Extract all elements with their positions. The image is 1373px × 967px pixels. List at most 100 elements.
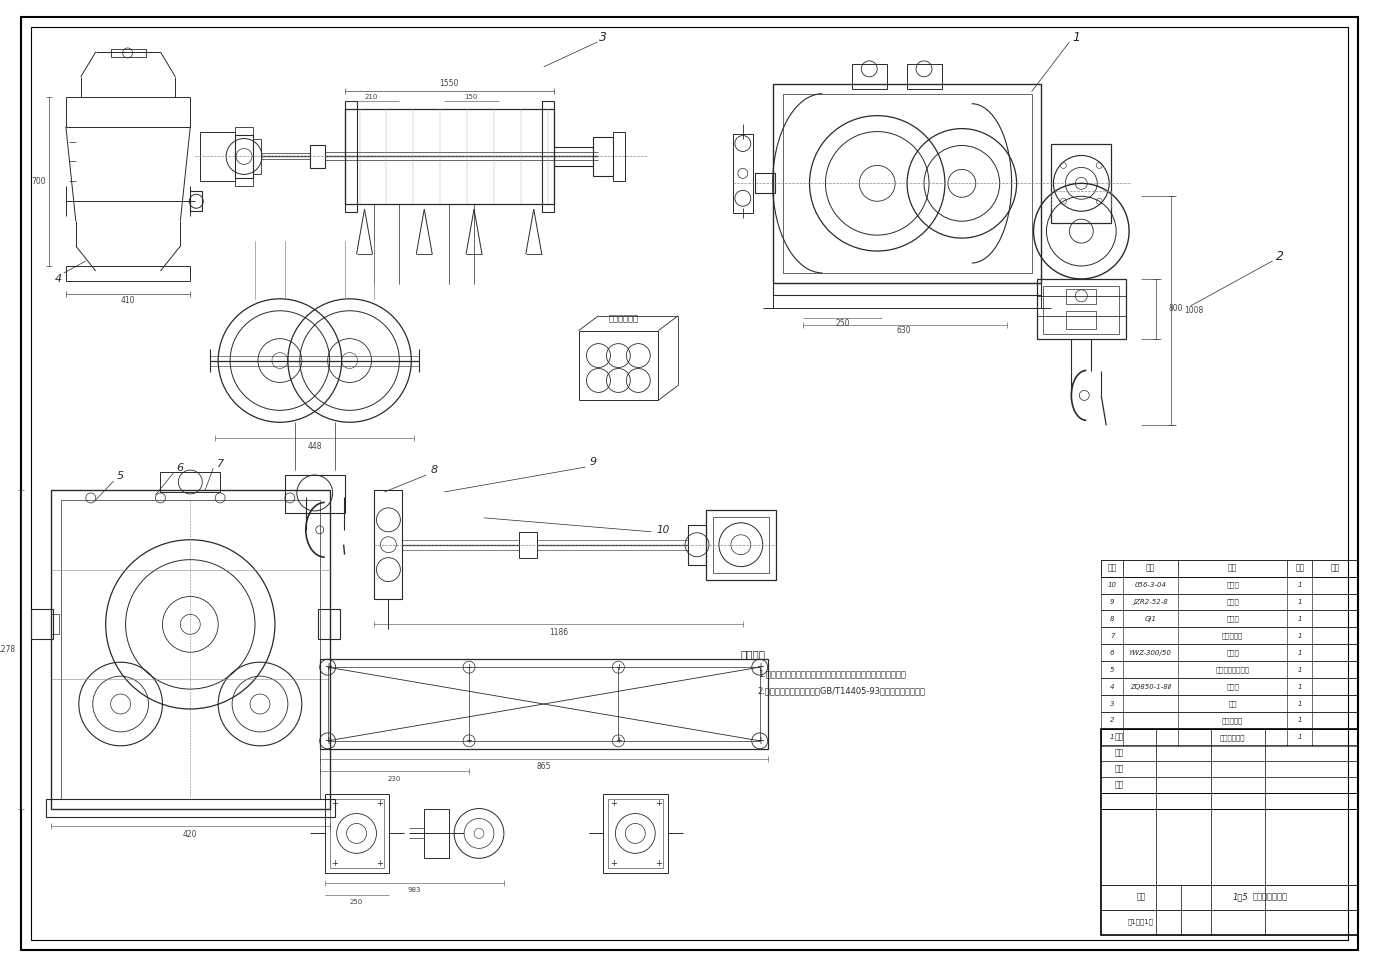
Bar — [733, 133, 752, 213]
Text: +: + — [615, 736, 622, 746]
Text: 钢丝绳缠绕图: 钢丝绳缠绕图 — [608, 314, 638, 323]
Text: 备注: 备注 — [1330, 564, 1340, 572]
Text: +: + — [610, 799, 616, 808]
Bar — [345, 101, 357, 212]
Bar — [593, 136, 614, 176]
Text: 6: 6 — [177, 463, 184, 473]
Text: 制动器: 制动器 — [1226, 650, 1238, 656]
Text: 1008: 1008 — [1184, 307, 1203, 315]
Text: 10: 10 — [1108, 582, 1116, 588]
Text: 名称: 名称 — [1227, 564, 1237, 572]
Bar — [519, 532, 537, 558]
Text: +: + — [376, 799, 383, 808]
Text: 7: 7 — [217, 459, 224, 469]
Text: +: + — [615, 662, 622, 672]
Bar — [60, 500, 320, 799]
Text: 865: 865 — [537, 762, 551, 772]
Bar — [191, 191, 202, 211]
Text: 描述: 描述 — [1115, 780, 1123, 789]
Bar — [1101, 576, 1358, 594]
Text: 绳卷筒: 绳卷筒 — [1226, 582, 1238, 588]
Text: 1：5: 1：5 — [1233, 893, 1248, 901]
Bar — [1101, 678, 1358, 695]
Bar — [706, 510, 776, 579]
Text: 250: 250 — [350, 899, 364, 905]
Bar — [1101, 610, 1358, 628]
Text: 1: 1 — [1297, 632, 1302, 639]
Bar — [328, 667, 759, 741]
Bar — [908, 64, 942, 89]
Bar — [345, 108, 553, 204]
Text: 序号: 序号 — [1108, 564, 1116, 572]
Bar — [1067, 310, 1096, 329]
Bar — [324, 794, 390, 873]
Text: +: + — [655, 859, 662, 867]
Bar — [1101, 644, 1358, 661]
Text: 1: 1 — [1109, 734, 1115, 741]
Text: +: + — [465, 736, 472, 746]
Bar — [424, 808, 449, 859]
Bar — [755, 173, 774, 193]
Bar — [1101, 695, 1358, 712]
Text: 4: 4 — [1109, 684, 1115, 689]
Text: 700: 700 — [32, 177, 47, 186]
Text: 共1张第1张: 共1张第1张 — [1129, 919, 1155, 925]
Text: 3: 3 — [600, 31, 607, 44]
Text: +: + — [324, 662, 332, 672]
Bar — [1101, 628, 1358, 644]
Bar — [235, 178, 253, 187]
Text: 代号: 代号 — [1146, 564, 1155, 572]
Text: 4: 4 — [55, 274, 62, 284]
Text: 1: 1 — [1297, 582, 1302, 588]
Text: 210: 210 — [365, 94, 378, 100]
Bar — [688, 525, 706, 565]
Bar — [1101, 729, 1358, 746]
Text: 1550: 1550 — [439, 79, 459, 88]
Bar — [773, 283, 1042, 295]
Text: 支架: 支架 — [1229, 700, 1237, 707]
Text: 校核: 校核 — [1115, 748, 1123, 757]
Bar — [853, 64, 887, 89]
Text: +: + — [331, 799, 338, 808]
Bar — [32, 609, 54, 639]
Text: 起升机构装配图: 起升机构装配图 — [1254, 893, 1288, 901]
Bar — [542, 101, 553, 212]
Text: 1: 1 — [1297, 599, 1302, 605]
Text: 410: 410 — [121, 296, 135, 306]
Text: 2: 2 — [1277, 249, 1284, 262]
Bar — [1043, 286, 1119, 334]
Text: 250: 250 — [835, 319, 850, 328]
Text: 电动机: 电动机 — [1226, 599, 1238, 605]
Text: 1278: 1278 — [0, 645, 15, 654]
Bar — [1101, 560, 1358, 576]
Text: YWZ-300/50: YWZ-300/50 — [1129, 650, 1173, 656]
Text: ZQ850-1-8Ⅱ: ZQ850-1-8Ⅱ — [1130, 684, 1171, 689]
Text: 1: 1 — [1297, 734, 1302, 741]
Text: 6: 6 — [1109, 650, 1115, 656]
Bar — [320, 659, 768, 748]
Bar — [1101, 661, 1358, 678]
Text: 1: 1 — [1072, 31, 1081, 44]
Bar — [1037, 278, 1126, 338]
Text: GJ1: GJ1 — [1145, 616, 1156, 622]
Text: 2: 2 — [1109, 718, 1115, 723]
Text: JZR2-52-8: JZR2-52-8 — [1133, 599, 1168, 605]
Bar — [1101, 712, 1358, 729]
Text: 数量: 数量 — [1295, 564, 1304, 572]
Text: 比例: 比例 — [1137, 893, 1145, 901]
Bar — [45, 799, 335, 816]
Bar — [51, 490, 330, 808]
Text: 630: 630 — [897, 326, 912, 336]
Text: +: + — [655, 799, 662, 808]
Text: 设计: 设计 — [1115, 732, 1123, 742]
Bar — [375, 490, 402, 600]
Text: 审核: 审核 — [1115, 764, 1123, 774]
Text: 7: 7 — [1109, 632, 1115, 639]
Bar — [1052, 143, 1111, 223]
Text: 10: 10 — [656, 525, 670, 535]
Text: +: + — [610, 859, 616, 867]
Bar — [111, 49, 146, 57]
Bar — [608, 799, 663, 868]
Bar — [330, 799, 384, 868]
Text: 5: 5 — [1109, 666, 1115, 673]
